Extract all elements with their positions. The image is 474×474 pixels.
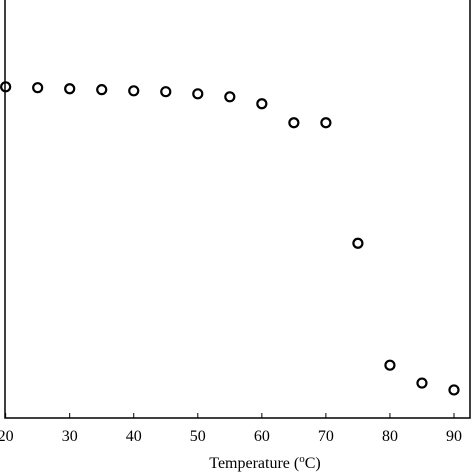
- plot-frame: [4, 0, 471, 419]
- x-label-part: C): [305, 455, 321, 472]
- x-label-part: Temperature (: [209, 455, 299, 472]
- marker: [192, 88, 204, 100]
- marker: [64, 83, 76, 95]
- x-axis-label: Temperature (oC): [209, 453, 320, 472]
- marker: [352, 237, 364, 249]
- marker: [96, 84, 108, 96]
- marker: [128, 85, 140, 97]
- marker: [448, 384, 460, 396]
- x-tick-label: 30: [62, 428, 78, 445]
- marker: [384, 359, 396, 371]
- marker: [320, 117, 332, 129]
- x-tick-label: 50: [190, 428, 206, 445]
- x-tick-label: 80: [382, 428, 398, 445]
- marker: [32, 82, 44, 94]
- x-tick-label: 20: [0, 428, 14, 445]
- x-label-superscript: o: [299, 453, 305, 465]
- marker: [160, 86, 172, 98]
- x-tick-label: 60: [254, 428, 270, 445]
- x-tick-label: 70: [318, 428, 334, 445]
- marker: [416, 377, 428, 389]
- marker: [288, 117, 300, 129]
- x-tick-label: 40: [126, 428, 142, 445]
- marker: [256, 98, 268, 110]
- marker: [224, 91, 236, 103]
- marker: [0, 81, 12, 93]
- x-tick-label: 90: [446, 428, 462, 445]
